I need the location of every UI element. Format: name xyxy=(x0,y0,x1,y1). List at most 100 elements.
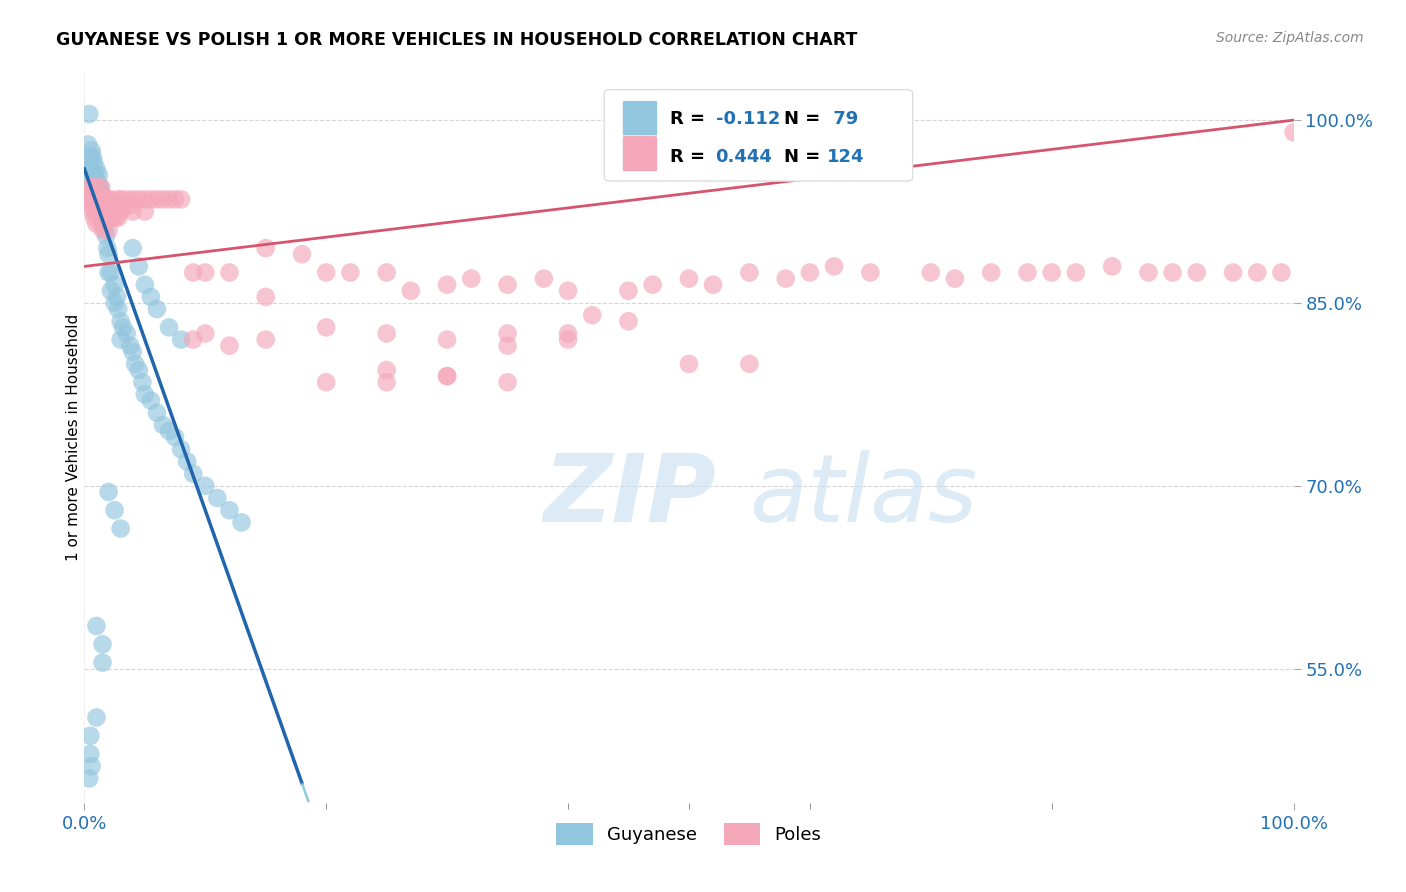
Point xyxy=(104,503,127,517)
Point xyxy=(291,247,314,261)
Point xyxy=(146,301,169,317)
Point xyxy=(194,326,217,341)
Point xyxy=(134,204,156,219)
Point xyxy=(139,192,162,206)
Point xyxy=(79,150,101,164)
Point xyxy=(84,186,107,201)
Point xyxy=(254,333,277,347)
Point xyxy=(254,241,277,255)
Point xyxy=(110,204,132,219)
Point xyxy=(87,186,110,201)
Point xyxy=(823,260,845,274)
Point xyxy=(110,333,132,347)
Point xyxy=(110,521,132,535)
Point xyxy=(91,198,114,212)
Point xyxy=(121,344,143,359)
Point xyxy=(89,204,111,219)
Point xyxy=(91,211,114,225)
Point xyxy=(77,168,100,182)
Point xyxy=(87,186,110,201)
Point xyxy=(496,326,519,341)
Point xyxy=(90,180,112,194)
Point xyxy=(103,198,125,212)
Point xyxy=(97,247,120,261)
Point xyxy=(86,161,108,176)
Point xyxy=(104,198,127,212)
Point xyxy=(134,192,156,206)
Point xyxy=(738,357,761,371)
Point xyxy=(131,376,153,390)
Point xyxy=(96,211,118,225)
Point xyxy=(557,326,579,341)
Point xyxy=(80,180,103,194)
Point xyxy=(79,180,101,194)
Point xyxy=(557,284,579,298)
Point xyxy=(124,357,146,371)
Point xyxy=(87,168,110,182)
Point xyxy=(702,277,724,292)
Point xyxy=(176,454,198,468)
Point xyxy=(181,333,204,347)
Point xyxy=(775,271,797,285)
Point xyxy=(110,314,132,328)
Point xyxy=(496,339,519,353)
Point xyxy=(254,290,277,304)
Point xyxy=(112,198,135,212)
Point xyxy=(641,277,664,292)
Point xyxy=(152,192,174,206)
Point xyxy=(77,137,100,152)
Point xyxy=(207,491,229,505)
Point xyxy=(86,192,108,206)
Point xyxy=(107,301,129,317)
Point xyxy=(96,198,118,212)
Point xyxy=(77,180,100,194)
Point xyxy=(139,393,162,408)
Text: Source: ZipAtlas.com: Source: ZipAtlas.com xyxy=(1216,31,1364,45)
Point xyxy=(1040,265,1063,279)
Point xyxy=(94,198,117,212)
Point xyxy=(678,271,700,285)
Point xyxy=(231,516,253,530)
Text: atlas: atlas xyxy=(749,450,977,541)
Point xyxy=(128,260,150,274)
Point xyxy=(146,406,169,420)
Point xyxy=(121,241,143,255)
Point xyxy=(581,308,603,322)
Point xyxy=(97,485,120,500)
Point xyxy=(678,357,700,371)
Point xyxy=(181,467,204,481)
Point xyxy=(84,192,107,206)
Point xyxy=(82,186,104,201)
Point xyxy=(80,161,103,176)
Point xyxy=(315,376,337,390)
FancyBboxPatch shape xyxy=(623,101,658,136)
Text: 79: 79 xyxy=(827,110,858,128)
Point xyxy=(375,265,398,279)
Point xyxy=(496,376,519,390)
FancyBboxPatch shape xyxy=(605,90,912,181)
Point xyxy=(83,174,105,188)
Point xyxy=(194,479,217,493)
Y-axis label: 1 or more Vehicles in Household: 1 or more Vehicles in Household xyxy=(66,313,80,561)
Point xyxy=(128,363,150,377)
Point xyxy=(375,326,398,341)
Point xyxy=(83,192,105,206)
Point xyxy=(496,277,519,292)
Point xyxy=(1270,265,1292,279)
Point xyxy=(91,192,114,206)
Point xyxy=(93,211,115,225)
Point xyxy=(94,192,117,206)
Point xyxy=(107,211,129,225)
Point xyxy=(94,228,117,243)
Point xyxy=(94,211,117,225)
Point xyxy=(79,161,101,176)
Point xyxy=(170,333,193,347)
Point xyxy=(82,168,104,182)
Point xyxy=(93,217,115,231)
Point xyxy=(375,363,398,377)
Text: 124: 124 xyxy=(827,148,865,166)
Point xyxy=(436,277,458,292)
FancyBboxPatch shape xyxy=(623,136,658,171)
Point xyxy=(1137,265,1160,279)
Point xyxy=(315,265,337,279)
